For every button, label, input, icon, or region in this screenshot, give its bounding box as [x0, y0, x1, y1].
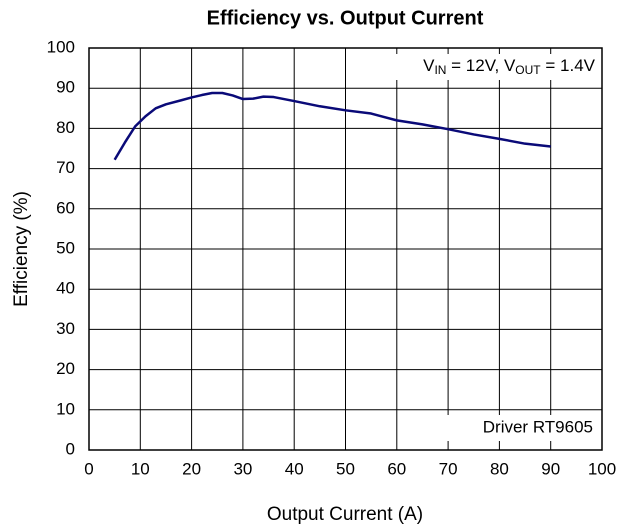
x-tick-label: 50: [336, 459, 355, 478]
annotation-part: V: [423, 56, 435, 75]
y-tick-label: 100: [47, 37, 75, 56]
y-tick-label: 50: [56, 238, 75, 257]
x-tick-label: 90: [541, 459, 560, 478]
y-tick-label: 20: [56, 359, 75, 378]
annotation-part: = 12V, V: [446, 56, 516, 75]
x-tick-label: 70: [439, 459, 458, 478]
data-line: [113, 91, 551, 161]
y-tick-label: 0: [66, 439, 75, 458]
annotation-bg: [362, 54, 598, 80]
y-tick-label: 30: [56, 319, 75, 338]
y-tick-label: 80: [56, 118, 75, 137]
x-tick-label: 30: [233, 459, 252, 478]
annotation-part: OUT: [515, 63, 541, 77]
annotation-part: IN: [434, 63, 446, 77]
x-tick-label: 10: [131, 459, 150, 478]
x-tick-label: 40: [285, 459, 304, 478]
x-tick-label: 80: [490, 459, 509, 478]
annotation-part: = 1.4V: [541, 56, 596, 75]
y-tick-label: 40: [56, 279, 75, 298]
x-tick-label: 60: [387, 459, 406, 478]
y-tick-label: 90: [56, 78, 75, 97]
y-tick-label: 70: [56, 158, 75, 177]
annotation: VIN = 12V, VOUT = 1.4V: [423, 56, 596, 77]
x-tick-label: 100: [588, 459, 616, 478]
x-tick-label: 20: [182, 459, 201, 478]
y-tick-label: 60: [56, 198, 75, 217]
note-bg: [442, 415, 598, 441]
note: Driver RT9605: [483, 417, 593, 436]
y-tick-label: 10: [56, 399, 75, 418]
chart-title: Efficiency vs. Output Current: [207, 7, 484, 29]
x-axis-label: Output Current (A): [267, 504, 423, 525]
plot-frame: [88, 47, 603, 451]
x-tick-label: 0: [84, 459, 93, 478]
y-axis-label: Efficiency (%): [11, 191, 32, 307]
